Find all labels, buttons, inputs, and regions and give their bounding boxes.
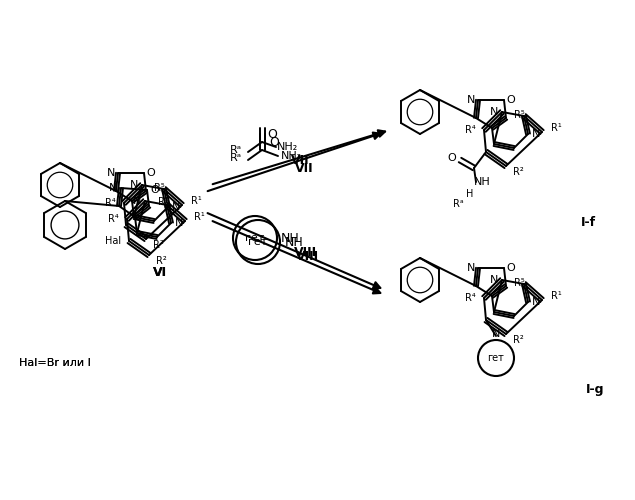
Text: O: O <box>147 168 156 178</box>
Text: N: N <box>467 263 475 273</box>
Text: N: N <box>532 129 540 139</box>
Text: Hal=Br или I: Hal=Br или I <box>19 358 91 368</box>
Text: Rᵃ: Rᵃ <box>230 145 242 155</box>
Text: O: O <box>150 185 159 195</box>
Text: VIII: VIII <box>293 246 317 260</box>
Text: R²: R² <box>512 335 523 345</box>
Text: R²: R² <box>512 167 523 177</box>
Text: NH₂: NH₂ <box>277 142 298 152</box>
Text: N: N <box>109 183 117 193</box>
Text: R¹: R¹ <box>190 196 201 206</box>
Text: N: N <box>133 196 141 206</box>
Text: Rᵃ: Rᵃ <box>230 153 242 163</box>
Text: гет: гет <box>488 353 504 363</box>
Text: N: N <box>490 107 498 117</box>
Text: R⁴: R⁴ <box>465 125 476 135</box>
Text: N: N <box>467 95 475 105</box>
Text: N: N <box>107 168 115 178</box>
Text: O: O <box>267 128 277 141</box>
Text: N: N <box>492 329 500 339</box>
Text: R²: R² <box>152 240 163 250</box>
Text: N: N <box>130 180 138 190</box>
Text: NH: NH <box>284 236 304 248</box>
Text: NH: NH <box>474 177 490 187</box>
Text: N: N <box>172 202 180 212</box>
Text: VII: VII <box>291 154 309 166</box>
Text: R⁴: R⁴ <box>105 198 116 208</box>
Text: I-g: I-g <box>585 384 605 396</box>
Text: I-f: I-f <box>580 216 596 228</box>
Text: R¹: R¹ <box>551 123 561 133</box>
Text: Hal=Br или I: Hal=Br или I <box>19 358 91 368</box>
Text: O: O <box>507 263 516 273</box>
Text: VII: VII <box>295 162 313 174</box>
Text: R¹: R¹ <box>551 291 561 301</box>
Text: VI: VI <box>153 266 167 278</box>
Text: Hal: Hal <box>105 236 121 246</box>
Text: VIII: VIII <box>297 250 319 264</box>
Text: R²: R² <box>156 256 166 266</box>
Text: R⁵: R⁵ <box>514 110 525 120</box>
Text: O: O <box>269 136 279 148</box>
Text: NH₂: NH₂ <box>281 151 302 161</box>
Text: N: N <box>490 275 498 285</box>
Text: Rᵃ: Rᵃ <box>453 199 464 209</box>
Text: R⁴: R⁴ <box>107 214 118 224</box>
Text: R⁵: R⁵ <box>514 278 525 288</box>
Text: N: N <box>175 218 183 228</box>
Text: R⁵: R⁵ <box>154 183 164 193</box>
Text: R⁴: R⁴ <box>465 293 476 303</box>
Text: O: O <box>448 153 457 163</box>
Text: R⁵: R⁵ <box>157 197 168 207</box>
Text: NH: NH <box>281 232 299 244</box>
Text: гет: гет <box>248 237 267 247</box>
Text: гет: гет <box>245 233 265 243</box>
Text: H: H <box>466 189 474 199</box>
Text: O: O <box>507 95 516 105</box>
Text: VI: VI <box>153 266 167 278</box>
Text: R¹: R¹ <box>194 212 204 222</box>
Text: N: N <box>532 297 540 307</box>
